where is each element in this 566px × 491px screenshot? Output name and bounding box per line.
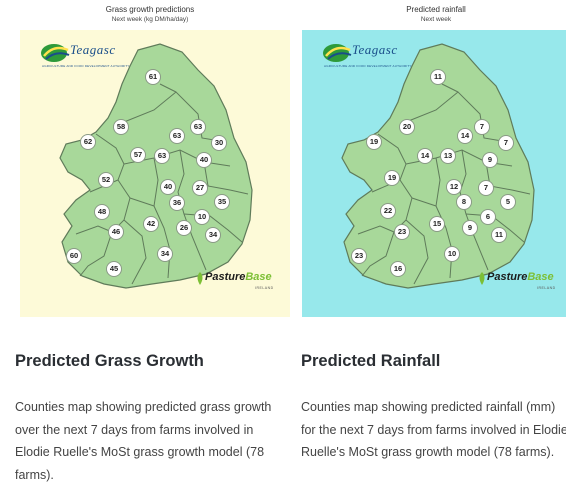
pasturebase-logo: PastureBase IRELAND <box>477 270 559 296</box>
county-value: 63 <box>169 128 185 144</box>
card-description: Counties map showing predicted rainfall … <box>301 400 566 459</box>
county-value: 23 <box>394 224 410 240</box>
county-value: 9 <box>482 152 498 168</box>
county-value: 19 <box>384 170 400 186</box>
county-value: 40 <box>160 179 176 195</box>
teagasc-logo: Teagasc AGRICULTURE AND FOOD DEVELOPMENT… <box>322 40 411 70</box>
teagasc-brand: Teagasc <box>352 42 398 57</box>
leaf-icon <box>197 272 203 285</box>
county-value: 9 <box>462 220 478 236</box>
pasturebase-wordmark: PastureBase <box>205 271 272 283</box>
county-value: 16 <box>390 261 406 277</box>
county-value: 8 <box>456 194 472 210</box>
county-value: 34 <box>205 227 221 243</box>
county-value: 14 <box>457 128 473 144</box>
county-value: 26 <box>176 220 192 236</box>
county-value: 60 <box>66 248 82 264</box>
county-value: 48 <box>94 204 110 220</box>
teagasc-tagline: AGRICULTURE AND FOOD DEVELOPMENT AUTHORI… <box>42 64 130 68</box>
map-header: Predicted rainfall Next week <box>301 0 566 30</box>
teagasc-logo: Teagasc AGRICULTURE AND FOOD DEVELOPMENT… <box>40 40 129 70</box>
rainfall-card: Predicted rainfall Next week <box>301 0 566 459</box>
map-title: Grass growth predictions <box>105 5 195 14</box>
teagasc-swirl-icon <box>41 44 70 62</box>
county-value: 7 <box>478 180 494 196</box>
county-value: 52 <box>98 172 114 188</box>
map-header: Grass growth predictions Next week (kg D… <box>15 0 285 30</box>
county-value: 5 <box>500 194 516 210</box>
county-value: 13 <box>440 148 456 164</box>
county-value: 35 <box>214 194 230 210</box>
county-value: 42 <box>143 216 159 232</box>
grass-growth-map[interactable]: Teagasc AGRICULTURE AND FOOD DEVELOPMENT… <box>20 30 290 317</box>
county-value: 22 <box>380 203 396 219</box>
pasturebase-sub: IRELAND <box>537 286 556 290</box>
county-value: 7 <box>498 135 514 151</box>
county-value: 40 <box>196 152 212 168</box>
county-value: 7 <box>474 119 490 135</box>
county-value: 63 <box>190 119 206 135</box>
county-value: 34 <box>157 246 173 262</box>
county-value: 10 <box>194 209 210 225</box>
county-value: 20 <box>399 119 415 135</box>
county-value: 23 <box>351 248 367 264</box>
grass-growth-card: Grass growth predictions Next week (kg D… <box>15 0 290 482</box>
map-subtitle: Next week (kg DM/ha/day) <box>111 16 189 23</box>
county-value: 14 <box>417 148 433 164</box>
county-value: 30 <box>211 135 227 151</box>
county-value: 61 <box>145 69 161 85</box>
county-value: 27 <box>192 180 208 196</box>
teagasc-brand: Teagasc <box>70 42 116 57</box>
county-value: 15 <box>429 216 445 232</box>
card-description: Counties map showing predicted grass gro… <box>15 400 272 482</box>
county-value: 62 <box>80 134 96 150</box>
rainfall-map[interactable]: Teagasc AGRICULTURE AND FOOD DEVELOPMENT… <box>302 30 566 317</box>
county-value: 19 <box>366 134 382 150</box>
county-value: 36 <box>169 195 185 211</box>
leaf-icon <box>479 272 485 285</box>
card-title: Predicted Grass Growth <box>15 352 204 370</box>
county-value: 12 <box>446 179 462 195</box>
teagasc-tagline: AGRICULTURE AND FOOD DEVELOPMENT AUTHORI… <box>324 64 412 68</box>
card-title: Predicted Rainfall <box>301 352 441 370</box>
county-value: 58 <box>113 119 129 135</box>
county-value: 57 <box>130 147 146 163</box>
county-value: 11 <box>430 69 446 85</box>
county-value: 46 <box>108 224 124 240</box>
county-value: 63 <box>154 148 170 164</box>
county-value: 45 <box>106 261 122 277</box>
pasturebase-logo: PastureBase IRELAND <box>195 270 277 296</box>
map-title: Predicted rainfall <box>406 5 466 14</box>
county-value: 11 <box>491 227 507 243</box>
county-value: 10 <box>444 246 460 262</box>
map-subtitle: Next week <box>420 16 452 23</box>
pasturebase-wordmark: PastureBase <box>487 271 554 283</box>
county-value: 6 <box>480 209 496 225</box>
pasturebase-sub: IRELAND <box>255 286 274 290</box>
teagasc-swirl-icon <box>323 44 352 62</box>
